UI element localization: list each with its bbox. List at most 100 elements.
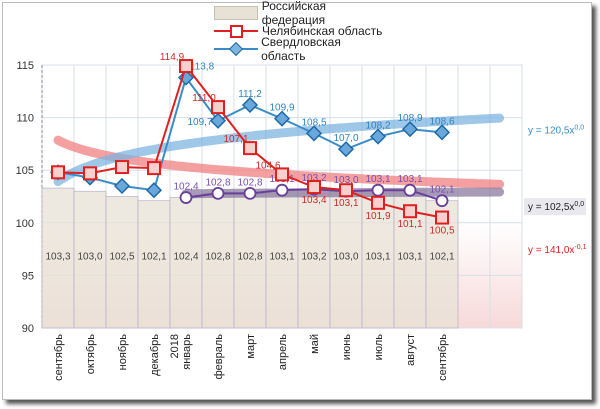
line-data-label: 107,1 [223,134,248,145]
line-data-label: 103,0 [333,175,358,186]
line-data-label: 101,9 [365,211,390,222]
x-tick-label: март [245,334,257,359]
line-data-label: 113,8 [190,62,215,73]
square-marker [275,167,289,182]
trendline-equation: y = 120,5x0,0 [528,124,584,136]
bar-data-label: 103,0 [77,252,102,263]
x-tick-label: ноябрь [117,334,129,371]
trendline-equation: y = 102,5x0,0 [528,201,584,213]
bar-data-label: 102,1 [141,252,166,263]
diamond-marker [209,112,227,129]
bar [41,187,75,329]
y-tick-label: 115 [16,60,34,72]
legend-swatch-square [214,24,258,38]
line-data-label: 108,9 [397,113,422,124]
square-marker [147,161,161,176]
square-marker [211,100,225,115]
bar [137,200,171,329]
bar [329,190,363,329]
line-data-label: 108,6 [429,116,454,127]
square-marker [243,141,257,156]
x-tick-label: май [309,334,321,354]
legend-swatch-bar [214,6,258,20]
bar [105,196,139,329]
line-data-label: 102,8 [237,177,262,188]
square-marker [51,165,65,180]
y-tick-label: 110 [16,113,34,125]
circle-marker [275,183,289,197]
bar-data-label: 102,5 [109,252,134,263]
bar-data-label: 103,1 [269,252,294,263]
square-marker [403,204,417,219]
bar [73,190,107,329]
line-data-label: 103,1 [397,174,422,185]
legend-item-chel: Челябинская область [214,22,386,40]
line-data-label: 111,0 [192,93,216,104]
bar-data-label: 103,1 [397,252,422,263]
line-data-label: 108,5 [301,117,326,128]
x-tick-label: 2018 [169,334,181,358]
x-tick-label: июль [373,334,385,361]
line-data-label: 111,2 [238,89,262,100]
bar-data-label: 103,0 [333,252,358,263]
legend-item-rf: Российская федерация [214,0,386,27]
line-data-label: 101,1 [397,219,422,230]
line-data-label: 103,4 [301,195,326,206]
line-data-label: 104,6 [255,160,280,171]
bar-data-label: 102,8 [205,252,230,263]
diamond-marker [113,177,131,195]
circle-marker [403,183,417,197]
circle-marker [435,194,449,208]
legend-label: Челябинская область [262,24,383,38]
square-marker [371,195,385,210]
legend-label: Российская федерация [261,0,326,27]
diamond-marker [337,141,355,158]
square-marker [307,180,321,195]
x-tick-label: февраль [213,334,225,380]
line-data-label: 109,9 [269,103,294,114]
line-data-label: 103,1 [333,198,358,209]
trendline-equation: y = 141,0x-0,1 [528,244,587,256]
legend-label: Свердловская область [261,35,341,63]
square-marker [435,210,449,225]
line-data-label: 114,9 [160,52,185,63]
diamond-marker [273,110,291,127]
trend-label-bg [524,198,586,216]
diamond-marker [433,124,451,141]
x-tick-label: декабрь [149,334,161,376]
line-data-label: 102,8 [205,177,230,188]
bar [297,188,331,329]
line-data-label: 102,1 [429,185,454,196]
line-data-label: 109,7 [187,117,212,128]
legend-swatch-diamond [214,41,258,57]
bar-data-label: 103,3 [45,252,70,263]
y-tick-label: 105 [16,165,34,177]
diamond-marker [145,182,163,199]
line-data-label: 102,4 [173,182,198,193]
bar [265,189,299,329]
diamond-marker [305,125,323,142]
bar-data-label: 102,1 [429,252,454,263]
circle-marker [211,186,225,200]
y-tick-label: 95 [22,270,34,282]
line-data-label: 103,2 [301,173,326,184]
circle-marker [243,186,257,200]
square-marker [83,166,97,181]
bar-data-label: 102,4 [173,252,198,263]
x-tick-label: июнь [341,334,353,360]
legend: Российская федерация Челябинская область… [214,0,386,63]
circle-marker [371,183,385,197]
y-tick-label: 90 [22,323,34,335]
diamond-marker [369,128,387,145]
bar [169,197,203,329]
square-marker [179,59,193,74]
x-tick-label: сентябрь [437,334,449,381]
trendline [53,113,505,186]
x-tick-label: октябрь [85,334,97,374]
circle-marker [179,191,193,204]
diamond-marker [401,121,419,138]
line-data-label: 100,5 [429,226,454,237]
bar-data-label: 102,8 [237,252,262,263]
